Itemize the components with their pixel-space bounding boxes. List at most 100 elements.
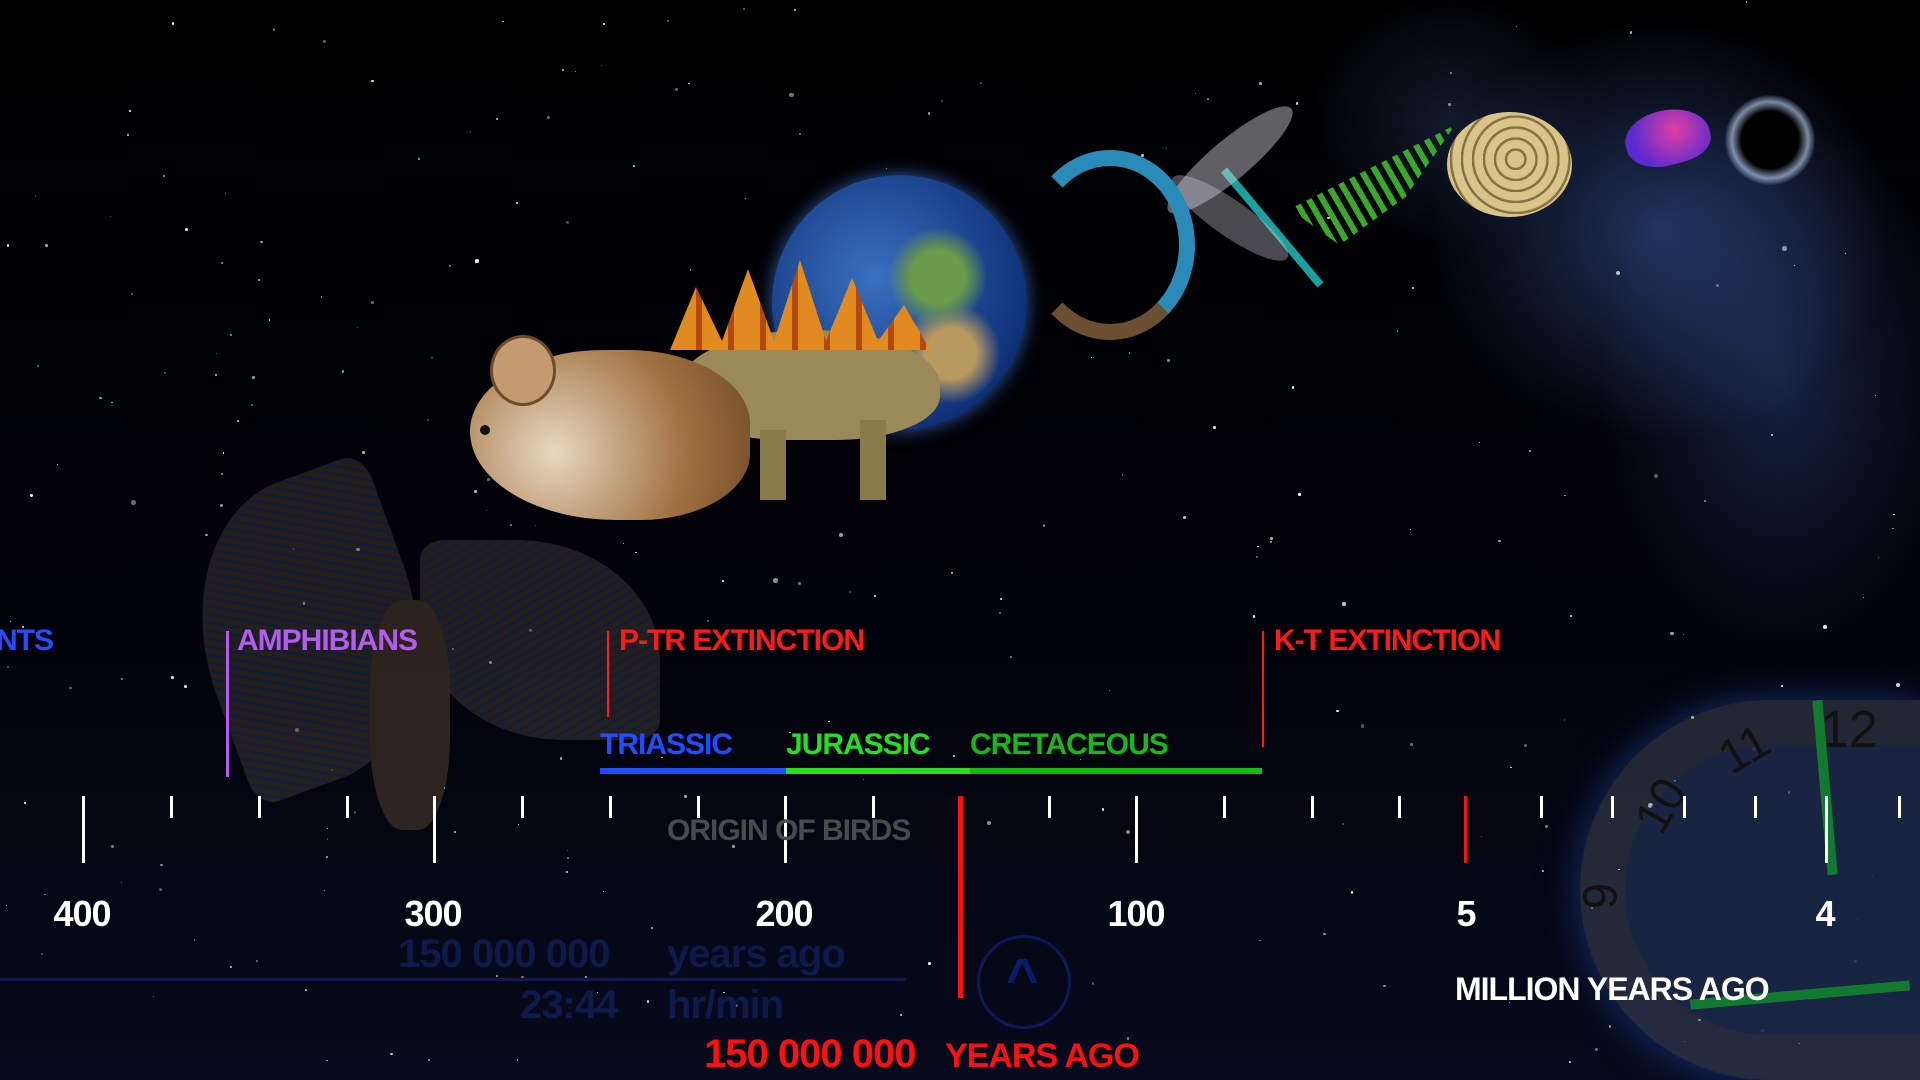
star — [1498, 539, 1501, 543]
star — [1524, 744, 1527, 747]
star — [1542, 870, 1544, 872]
star — [1000, 598, 1002, 600]
star — [798, 582, 802, 586]
faded-years-value: 150 000 000 — [398, 932, 610, 976]
star — [814, 946, 817, 949]
lizard-image — [1025, 150, 1195, 340]
star — [1590, 906, 1593, 909]
ammonite-image — [1447, 112, 1572, 217]
star — [40, 952, 44, 956]
star — [1213, 426, 1216, 429]
ptr-extinction-marker-line — [607, 631, 609, 717]
star — [1670, 631, 1675, 636]
minor-tick — [1398, 796, 1401, 818]
star — [130, 292, 133, 296]
jurassic-bar — [786, 768, 970, 774]
star — [1396, 329, 1399, 332]
star — [5, 904, 8, 907]
star — [57, 463, 59, 465]
star — [158, 887, 162, 891]
star — [1166, 358, 1170, 362]
star — [1569, 614, 1572, 617]
star — [516, 202, 519, 205]
star — [205, 533, 208, 537]
star — [794, 9, 797, 12]
star — [171, 675, 175, 679]
star — [356, 548, 360, 552]
scroll-up-button[interactable]: ^ — [977, 935, 1071, 1029]
minor-tick — [346, 796, 349, 818]
star — [646, 1000, 650, 1003]
star — [743, 7, 746, 10]
star — [1140, 154, 1144, 157]
star — [562, 69, 565, 72]
star — [980, 81, 982, 84]
star — [1314, 639, 1318, 643]
star — [474, 258, 480, 263]
clock-numeral-12: 12 — [1820, 701, 1878, 759]
scale-number: 100 — [1107, 893, 1165, 934]
star — [1109, 689, 1111, 692]
star — [1798, 1042, 1800, 1044]
star — [268, 319, 270, 321]
star — [230, 966, 233, 969]
amphibians-marker-line — [226, 631, 229, 777]
star — [1698, 1019, 1701, 1022]
star — [1563, 719, 1566, 721]
star — [952, 755, 955, 758]
star — [1207, 98, 1209, 101]
star — [193, 939, 196, 941]
star — [1079, 758, 1081, 760]
star — [1342, 601, 1347, 606]
star — [22, 626, 24, 629]
star — [326, 1059, 328, 1062]
star — [1448, 102, 1451, 106]
star — [1510, 766, 1512, 769]
star — [1410, 743, 1413, 746]
star — [1615, 271, 1620, 276]
minor-tick — [258, 796, 261, 818]
star — [163, 372, 167, 375]
star — [789, 732, 791, 734]
star — [1781, 245, 1787, 251]
star — [651, 926, 654, 930]
star — [928, 962, 932, 966]
star — [371, 301, 374, 304]
star — [940, 100, 944, 103]
period-label-cretaceous: CRETACEOUS — [970, 728, 1169, 761]
star — [521, 975, 525, 979]
star — [443, 787, 446, 790]
star — [24, 802, 26, 804]
star — [1166, 147, 1168, 149]
star — [120, 677, 123, 680]
star — [1336, 709, 1339, 713]
star — [1478, 441, 1480, 443]
star — [1182, 515, 1186, 519]
star — [323, 890, 325, 892]
clock-numeral-9: 9 — [1574, 882, 1628, 910]
star — [260, 240, 263, 243]
major-tick — [433, 796, 436, 863]
star — [1862, 596, 1864, 598]
event-label-amphibians: AMPHIBIANS — [237, 624, 418, 657]
star — [452, 648, 454, 651]
star — [1126, 1037, 1130, 1040]
scale-number: 200 — [755, 893, 813, 934]
major-tick — [784, 796, 787, 863]
minor-tick — [1754, 796, 1757, 818]
star — [1544, 825, 1548, 828]
star — [325, 855, 329, 859]
major-tick — [1825, 796, 1828, 863]
star — [1781, 685, 1783, 687]
star — [1745, 1, 1748, 3]
scale-number: 4 — [1815, 893, 1835, 934]
star — [185, 228, 188, 232]
star — [1411, 286, 1415, 290]
star — [732, 845, 735, 849]
minor-tick — [872, 796, 875, 818]
star — [517, 824, 519, 826]
arthropod-image — [1619, 99, 1716, 176]
current-position-marker[interactable] — [958, 796, 963, 998]
minor-tick — [1223, 796, 1226, 818]
